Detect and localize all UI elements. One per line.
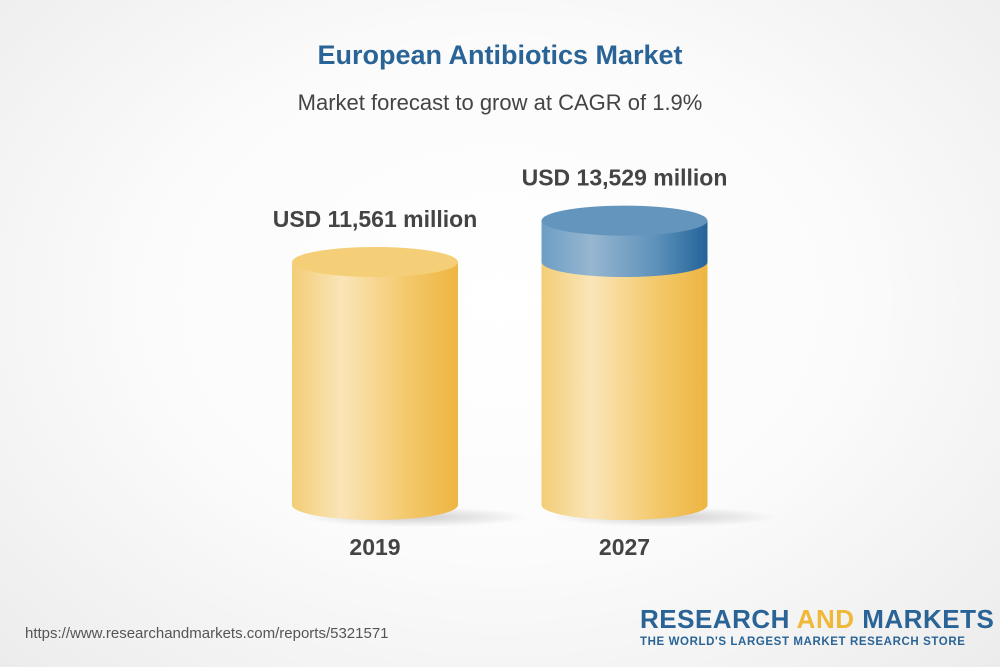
report-url[interactable]: https://www.researchandmarkets.com/repor… [25,625,389,642]
bar-2027 [541,262,708,520]
chart-subtitle: Market forecast to grow at CAGR of 1.9% [297,90,703,115]
cylinder-top-2027 [541,205,708,236]
logo-text-and: AND [796,604,855,634]
category-label: 2027 [599,534,650,560]
chart-title: European Antibiotics Market [317,40,683,70]
research-and-markets-logo: RESEARCH AND MARKETS THE WORLD'S LARGEST… [640,604,994,648]
logo-text-research: RESEARCH [640,604,797,634]
bar-2019 [292,262,458,520]
category-label: 2019 [349,534,400,560]
logo-tagline: THE WORLD'S LARGEST MARKET RESEARCH STOR… [640,636,966,648]
data-label: USD 11,561 million [273,206,478,232]
data-label: USD 13,529 million [522,165,728,191]
logo-text-markets: MARKETS [854,604,995,634]
cylinder-chart: USD 11,561 million 2019 USD 13,529 million… [273,165,778,560]
cylinder-top-2019 [292,247,458,277]
growth-segment-2027 [541,220,708,277]
